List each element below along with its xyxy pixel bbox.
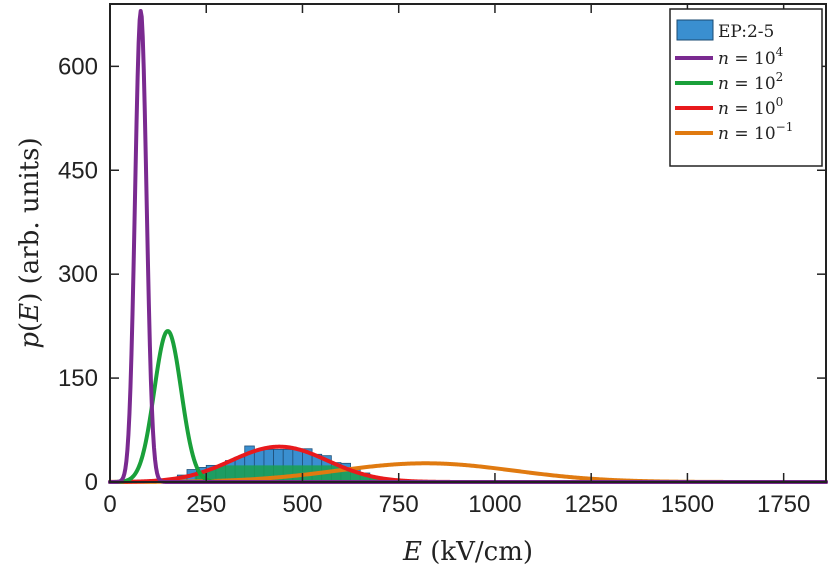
x-tick-label: 1500 bbox=[661, 491, 714, 518]
legend-label-0: n = 104 bbox=[718, 45, 784, 69]
x-tick-label: 0 bbox=[103, 491, 116, 518]
legend-swatch-histogram bbox=[676, 19, 714, 41]
y-tick-label: 450 bbox=[58, 157, 98, 184]
y-tick-label: 300 bbox=[58, 261, 98, 288]
x-tick-label: 750 bbox=[379, 491, 419, 518]
legend-label-3: n = 10−1 bbox=[718, 120, 793, 144]
y-tick-label: 150 bbox=[58, 365, 98, 392]
y-axis-label: p(E) (arb. units) bbox=[15, 137, 45, 348]
x-axis-label: E (kV/cm) bbox=[402, 537, 533, 567]
x-tick-label: 1750 bbox=[757, 491, 810, 518]
x-tick-label: 1250 bbox=[564, 491, 617, 518]
legend-label-1: n = 102 bbox=[718, 70, 783, 94]
x-tick-label: 1000 bbox=[468, 491, 521, 518]
plot-frame bbox=[109, 3, 827, 483]
ticks-layer bbox=[109, 4, 826, 483]
x-tick-label: 500 bbox=[282, 491, 322, 518]
y-tick-label: 600 bbox=[58, 53, 98, 80]
legend-label-2: n = 100 bbox=[718, 95, 783, 119]
x-tick-label: 250 bbox=[186, 491, 226, 518]
y-tick-label: 0 bbox=[85, 469, 98, 496]
legend-label-histogram: EP:2-5 bbox=[718, 22, 774, 42]
tick-labels-layer: 0 250 500 750 1000 1250 1500 1750 0 150 300 450 600 bbox=[58, 53, 810, 518]
